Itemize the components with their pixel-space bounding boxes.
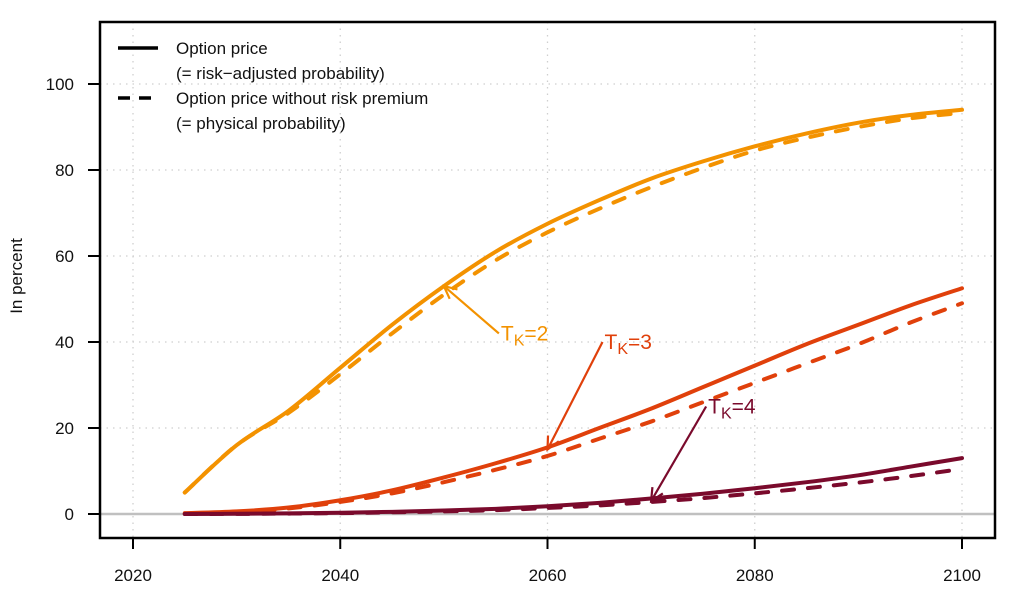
x-tick-label: 2020 bbox=[114, 566, 152, 585]
series-line-tk4-solid bbox=[182, 456, 964, 516]
legend-label: Option price without risk premium bbox=[176, 89, 428, 108]
annotation-label: TK=3 bbox=[604, 331, 651, 358]
annotation-label: TK=2 bbox=[501, 322, 548, 349]
annotation-arrow-line bbox=[443, 285, 500, 335]
y-tick-label: 80 bbox=[55, 161, 74, 180]
x-tick-label: 2040 bbox=[321, 566, 359, 585]
series-line-tk2-solid bbox=[182, 107, 964, 495]
series-line-tk2-dashed bbox=[182, 110, 964, 495]
annotation-label: TK=4 bbox=[708, 396, 756, 423]
y-tick-label: 20 bbox=[55, 419, 74, 438]
grid bbox=[100, 22, 995, 538]
x-tick-label: 2060 bbox=[529, 566, 567, 585]
annotation-arrow-line bbox=[650, 405, 708, 502]
y-tick-label: 60 bbox=[55, 247, 74, 266]
y-axis-label: In percent bbox=[7, 238, 26, 314]
annotation-tk4: TK=4 bbox=[649, 396, 756, 504]
annotation-arrow-line bbox=[546, 341, 604, 451]
y-tick-label: 40 bbox=[55, 333, 74, 352]
x-tick-label: 2080 bbox=[736, 566, 774, 585]
series-line-tk3-dashed bbox=[182, 301, 964, 516]
y-tick-label: 100 bbox=[46, 75, 74, 94]
legend-label: (= risk−adjusted probability) bbox=[176, 64, 385, 83]
annotation-arrow-head bbox=[649, 487, 664, 504]
annotations: TK=2 TK=3 TK=4 bbox=[441, 284, 756, 504]
series-group bbox=[182, 107, 964, 516]
x-tick-label: 2100 bbox=[943, 566, 981, 585]
x-axis: 2020 2040 2060 2080 2100 bbox=[114, 537, 981, 585]
annotation-tk3: TK=3 bbox=[546, 331, 652, 452]
annotation-arrow-head bbox=[441, 284, 458, 300]
series-line-tk3-solid bbox=[182, 286, 964, 516]
annotation-tk2: TK=2 bbox=[441, 284, 548, 349]
legend-label: Option price bbox=[176, 39, 268, 58]
y-axis: 0 20 40 60 80 100 bbox=[46, 75, 100, 524]
y-tick-label: 0 bbox=[65, 505, 74, 524]
legend-label: (= physical probability) bbox=[176, 114, 346, 133]
legend: Option price (= risk−adjusted probability… bbox=[118, 39, 428, 133]
annotation-arrow-head bbox=[546, 435, 560, 452]
